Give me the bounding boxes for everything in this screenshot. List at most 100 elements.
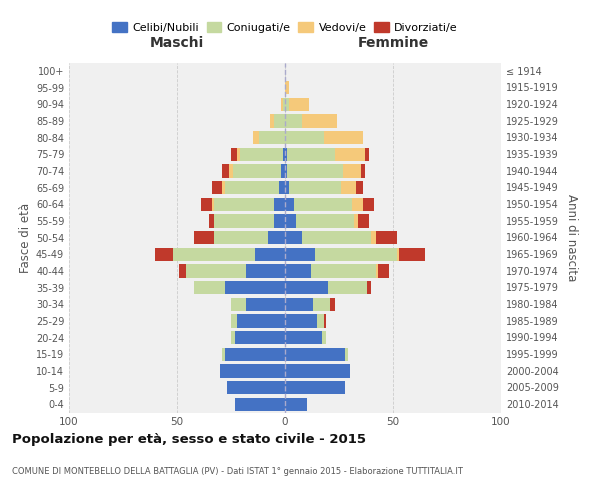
Bar bbox=[302, 114, 337, 128]
Bar bbox=[185, 264, 246, 278]
Bar bbox=[285, 364, 350, 378]
Bar bbox=[287, 164, 343, 177]
Bar bbox=[231, 298, 246, 311]
Bar bbox=[285, 114, 302, 128]
Bar bbox=[376, 231, 397, 244]
Bar bbox=[285, 231, 302, 244]
Text: Popolazione per età, sesso e stato civile - 2015: Popolazione per età, sesso e stato civil… bbox=[12, 432, 366, 446]
Bar bbox=[214, 214, 274, 228]
Bar bbox=[212, 181, 223, 194]
Bar bbox=[293, 198, 352, 211]
Bar bbox=[302, 231, 371, 244]
Bar bbox=[227, 381, 285, 394]
Bar bbox=[313, 298, 331, 311]
Bar bbox=[354, 214, 358, 228]
Bar bbox=[173, 248, 255, 261]
Bar bbox=[194, 231, 214, 244]
Bar bbox=[343, 164, 361, 177]
Bar bbox=[231, 314, 238, 328]
Bar bbox=[259, 131, 285, 144]
Bar bbox=[223, 181, 224, 194]
Bar bbox=[220, 364, 285, 378]
Bar bbox=[212, 198, 214, 211]
Bar bbox=[283, 148, 285, 161]
Bar bbox=[235, 398, 285, 411]
Bar bbox=[224, 181, 278, 194]
Bar bbox=[246, 298, 285, 311]
Bar bbox=[285, 131, 324, 144]
Bar bbox=[155, 248, 173, 261]
Bar bbox=[324, 131, 363, 144]
Bar bbox=[270, 114, 274, 128]
Bar bbox=[371, 231, 376, 244]
Bar bbox=[285, 98, 289, 111]
Bar bbox=[361, 164, 365, 177]
Bar bbox=[285, 281, 328, 294]
Bar bbox=[397, 248, 400, 261]
Bar bbox=[285, 298, 313, 311]
Bar bbox=[341, 181, 356, 194]
Bar bbox=[311, 264, 376, 278]
Text: COMUNE DI MONTEBELLO DELLA BATTAGLIA (PV) - Dati ISTAT 1° gennaio 2015 - Elabora: COMUNE DI MONTEBELLO DELLA BATTAGLIA (PV… bbox=[12, 468, 463, 476]
Bar bbox=[238, 148, 239, 161]
Bar bbox=[285, 181, 289, 194]
Bar bbox=[285, 381, 346, 394]
Bar bbox=[285, 81, 289, 94]
Bar bbox=[358, 214, 369, 228]
Bar bbox=[201, 198, 212, 211]
Bar bbox=[209, 214, 214, 228]
Bar bbox=[231, 331, 235, 344]
Bar bbox=[278, 181, 285, 194]
Bar bbox=[296, 214, 354, 228]
Bar bbox=[274, 214, 285, 228]
Bar bbox=[376, 264, 378, 278]
Bar bbox=[238, 314, 285, 328]
Bar bbox=[365, 148, 369, 161]
Bar bbox=[378, 264, 389, 278]
Bar bbox=[281, 164, 285, 177]
Bar bbox=[356, 181, 363, 194]
Bar bbox=[367, 281, 371, 294]
Bar bbox=[363, 198, 374, 211]
Bar bbox=[285, 148, 287, 161]
Bar bbox=[285, 331, 322, 344]
Bar bbox=[239, 148, 283, 161]
Bar bbox=[214, 231, 268, 244]
Bar bbox=[283, 98, 285, 111]
Text: Femmine: Femmine bbox=[358, 36, 428, 50]
Bar bbox=[214, 198, 274, 211]
Bar bbox=[229, 164, 233, 177]
Bar bbox=[246, 264, 285, 278]
Bar bbox=[287, 148, 335, 161]
Bar bbox=[223, 164, 229, 177]
Bar bbox=[274, 198, 285, 211]
Bar bbox=[285, 248, 315, 261]
Bar bbox=[179, 264, 185, 278]
Bar bbox=[331, 298, 335, 311]
Bar bbox=[317, 314, 324, 328]
Bar bbox=[274, 114, 285, 128]
Bar bbox=[233, 164, 281, 177]
Bar bbox=[253, 131, 259, 144]
Bar bbox=[268, 231, 285, 244]
Y-axis label: Fasce di età: Fasce di età bbox=[19, 202, 32, 272]
Text: Maschi: Maschi bbox=[150, 36, 204, 50]
Y-axis label: Anni di nascita: Anni di nascita bbox=[565, 194, 578, 281]
Bar bbox=[255, 248, 285, 261]
Bar bbox=[285, 348, 346, 361]
Bar bbox=[346, 348, 347, 361]
Bar bbox=[322, 331, 326, 344]
Bar bbox=[235, 331, 285, 344]
Bar bbox=[223, 348, 224, 361]
Bar bbox=[231, 148, 238, 161]
Bar bbox=[352, 198, 363, 211]
Bar bbox=[328, 281, 367, 294]
Bar bbox=[335, 148, 365, 161]
Bar bbox=[224, 348, 285, 361]
Bar bbox=[285, 198, 293, 211]
Bar bbox=[285, 398, 307, 411]
Bar bbox=[281, 98, 283, 111]
Bar bbox=[285, 264, 311, 278]
Legend: Celibi/Nubili, Coniugati/e, Vedovi/e, Divorziati/e: Celibi/Nubili, Coniugati/e, Vedovi/e, Di… bbox=[108, 18, 462, 37]
Bar bbox=[289, 181, 341, 194]
